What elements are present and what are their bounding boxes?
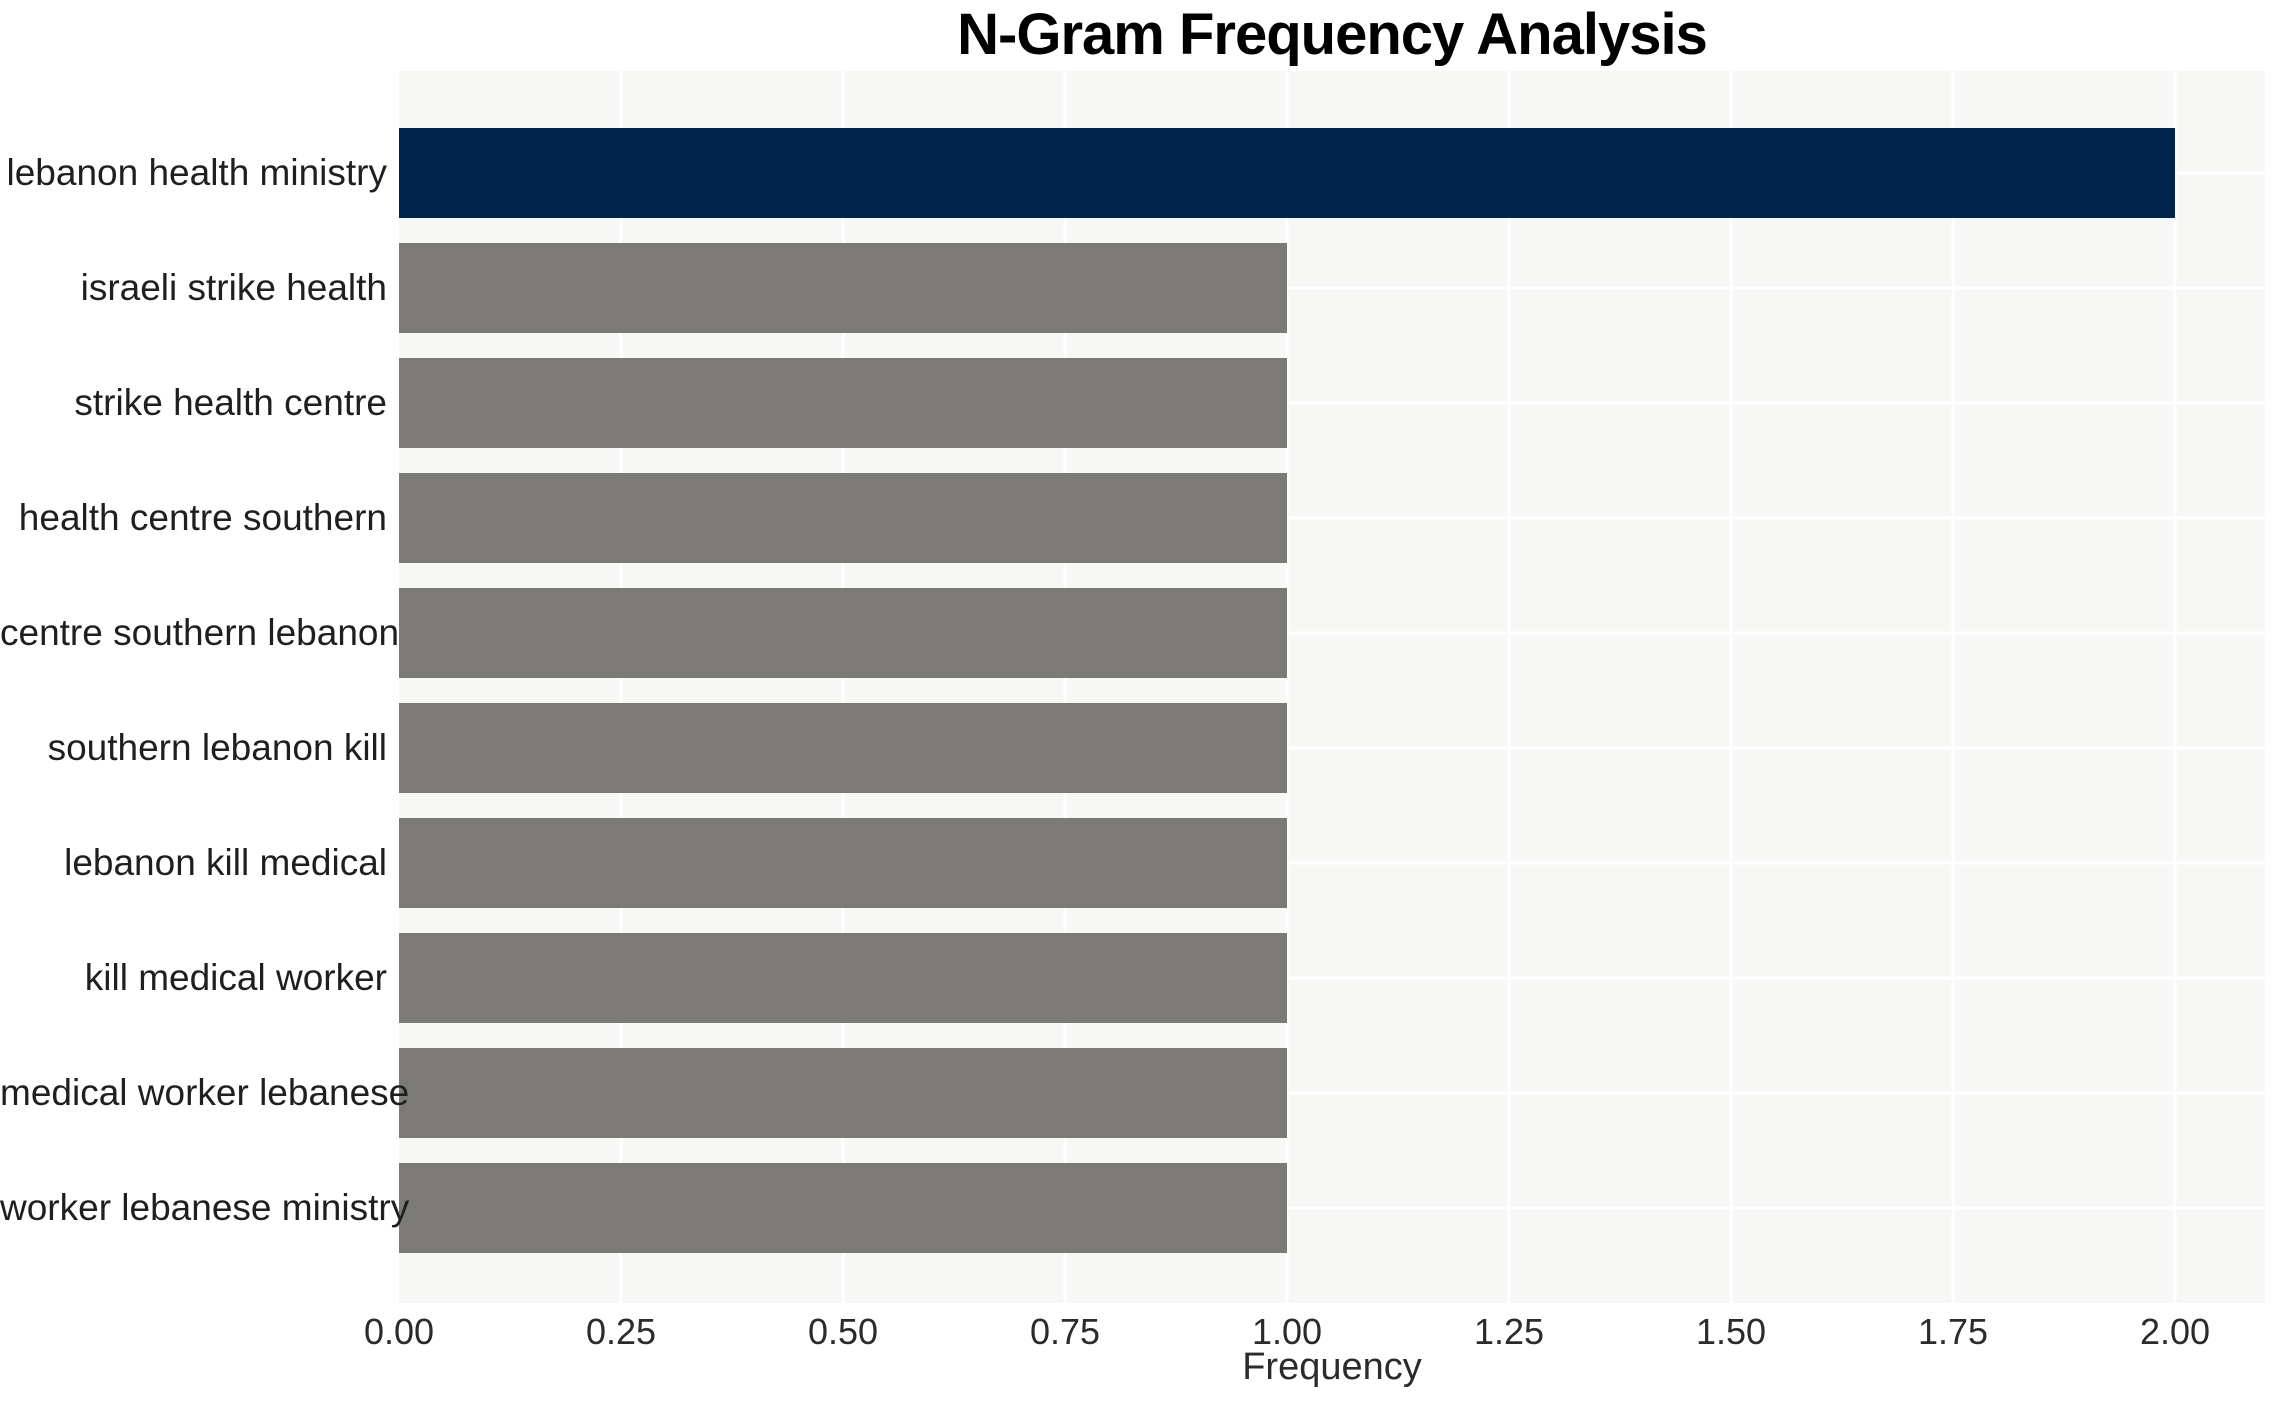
y-gridline — [399, 286, 2265, 290]
x-gridline — [1063, 71, 1067, 1303]
x-tick-label: 1.25 — [1473, 1311, 1545, 1352]
bar-kill-medical-worker — [399, 933, 1287, 1023]
y-tick-label: southern lebanon kill — [47, 727, 387, 768]
bar-health-centre-southern — [399, 473, 1287, 563]
x-tick-label: 2.00 — [2139, 1311, 2211, 1352]
x-gridline — [1951, 71, 1955, 1303]
chart-title: N-Gram Frequency Analysis — [957, 2, 1708, 67]
y-tick-label: kill medical worker — [84, 957, 387, 998]
x-tick-label: 1.50 — [1695, 1311, 1767, 1352]
x-gridline — [1729, 71, 1733, 1303]
y-gridline — [399, 516, 2265, 520]
y-gridline — [399, 401, 2265, 405]
x-axis-title: Frequency — [1242, 1346, 1422, 1388]
y-gridline — [399, 631, 2265, 635]
y-tick-label: medical worker lebanese — [0, 1072, 410, 1113]
bar-worker-lebanese-ministry — [399, 1163, 1287, 1253]
y-tick-label: centre southern lebanon — [0, 612, 400, 653]
bar-southern-lebanon-kill — [399, 703, 1287, 793]
bar-israeli-strike-health — [399, 243, 1287, 333]
x-gridline — [619, 71, 623, 1303]
y-tick-label: lebanon health ministry — [6, 152, 388, 193]
y-tick-label: health centre southern — [18, 497, 387, 538]
y-tick-label: israeli strike health — [80, 267, 387, 308]
x-tick-label: 0.50 — [807, 1311, 879, 1352]
bar-lebanon-kill-medical — [399, 818, 1287, 908]
y-tick-label: lebanon kill medical — [64, 842, 387, 883]
x-tick-label: 0.25 — [585, 1311, 657, 1352]
x-tick-label: 1.75 — [1917, 1311, 1989, 1352]
plot-area — [399, 71, 2265, 1303]
y-tick-label: worker lebanese ministry — [0, 1187, 410, 1228]
x-tick-label: 0.75 — [1029, 1311, 1101, 1352]
y-gridline — [399, 976, 2265, 980]
x-gridline — [1507, 71, 1511, 1303]
bar-lebanon-health-ministry — [399, 128, 2175, 218]
y-gridline — [399, 861, 2265, 865]
y-gridline — [399, 1206, 2265, 1210]
x-gridline — [841, 71, 845, 1303]
bar-centre-southern-lebanon — [399, 588, 1287, 678]
x-tick-label: 1.00 — [1251, 1311, 1323, 1352]
y-gridline — [399, 1091, 2265, 1095]
y-tick-label: strike health centre — [74, 382, 387, 423]
bar-strike-health-centre — [399, 358, 1287, 448]
x-gridline — [1285, 71, 1289, 1303]
y-gridline — [399, 746, 2265, 750]
bar-medical-worker-lebanese — [399, 1048, 1287, 1138]
x-gridline — [2173, 71, 2177, 1303]
x-tick-label: 0.00 — [363, 1311, 435, 1352]
